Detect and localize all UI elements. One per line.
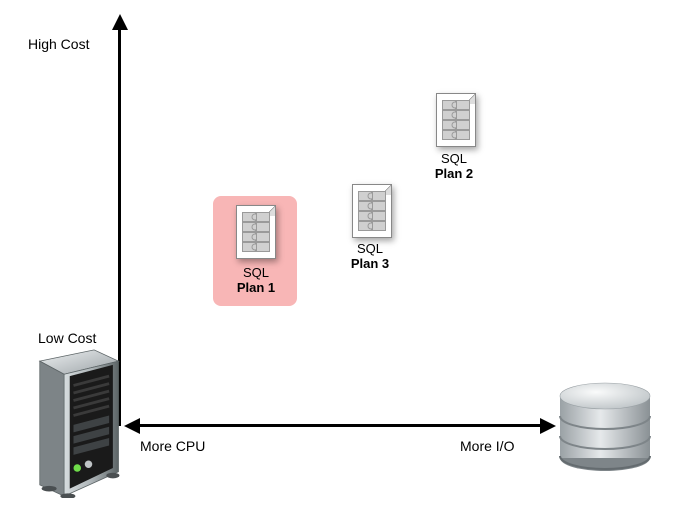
puzzle-icon [242,212,270,252]
label-low-cost: Low Cost [38,330,96,346]
label-more-io: More I/O [460,438,514,454]
plan1-label: SQL Plan 1 [232,266,280,296]
server-icon [26,348,121,498]
x-axis-arrowhead-right [540,418,556,434]
plan3-label: SQL Plan 3 [346,242,394,272]
sql-plan-3 [352,184,392,238]
puzzle-icon [358,191,386,231]
sql-plan-doc-icon [352,184,392,238]
y-axis-arrowhead [112,14,128,30]
label-more-cpu: More CPU [140,438,205,454]
sql-plan-doc-icon [436,93,476,147]
x-axis-arrowhead-left [124,418,140,434]
plan2-label: SQL Plan 2 [430,152,478,182]
database-icon [555,378,655,473]
plan2-line1: SQL [441,151,467,166]
diagram-stage: High Cost Low Cost More CPU More I/O SQL… [0,0,690,512]
sql-plan-doc-icon [236,205,276,259]
sql-plan-1 [236,205,276,259]
puzzle-icon [442,100,470,140]
plan2-line2: Plan 2 [435,166,473,181]
label-high-cost: High Cost [28,36,89,52]
plan3-line2: Plan 3 [351,256,389,271]
plan3-line1: SQL [357,241,383,256]
x-axis-line [138,424,542,427]
sql-plan-2 [436,93,476,147]
plan1-line2: Plan 1 [237,280,275,295]
plan1-line1: SQL [243,265,269,280]
